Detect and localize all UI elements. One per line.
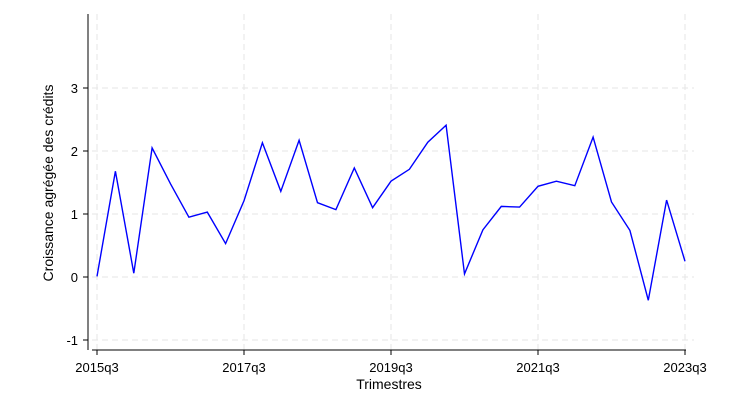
y-axis-ticks: -1 0 1 2 3 [66, 81, 88, 348]
series-line [96, 123, 686, 301]
y-tick-label: 3 [71, 81, 78, 96]
x-tick-label: 2019q3 [369, 360, 412, 375]
x-axis-ticks: 2015q3 2017q3 2019q3 2021q3 2023q3 [75, 350, 707, 375]
x-tick-label: 2015q3 [75, 360, 118, 375]
x-tick-label: 2021q3 [516, 360, 559, 375]
y-tick-label: -1 [66, 333, 78, 348]
x-axis-title: Trimestres [356, 376, 422, 392]
y-tick-label: 1 [71, 207, 78, 222]
y-axis-title: Croissance agrégée des crédits [40, 85, 56, 282]
y-tick-label: 2 [71, 144, 78, 159]
series-group [96, 123, 686, 301]
grid-lines [92, 14, 694, 350]
x-tick-label: 2017q3 [222, 360, 265, 375]
y-tick-label: 0 [71, 270, 78, 285]
x-tick-label: 2023q3 [663, 360, 706, 375]
